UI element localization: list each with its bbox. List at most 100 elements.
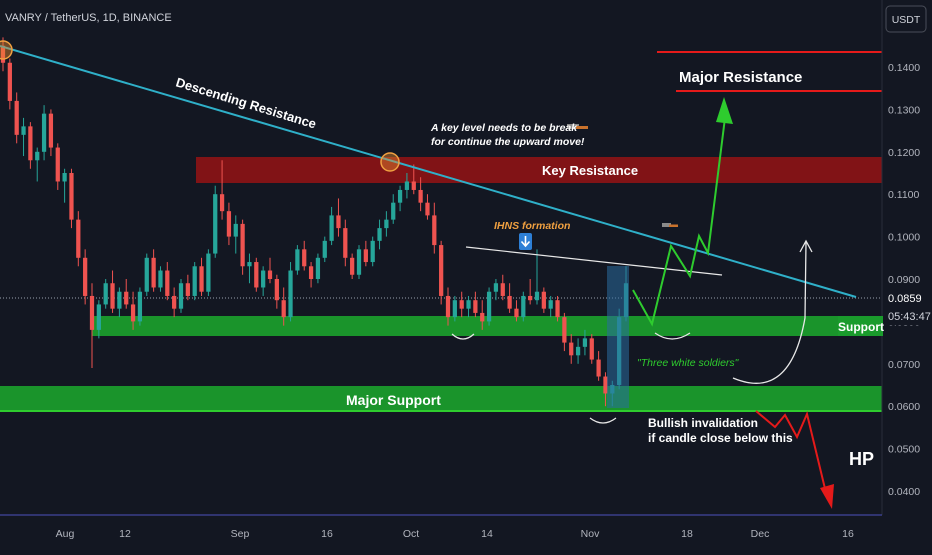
- bearish-projection-path: [755, 410, 828, 498]
- x-tick-label: Dec: [751, 528, 770, 540]
- major-resistance-label: Major Resistance: [679, 69, 802, 86]
- current-price-value: 0.0859: [888, 293, 922, 305]
- candle-down: [528, 295, 533, 301]
- candle-down: [199, 266, 204, 292]
- bullish-invalidation-line2: if candle close below this: [648, 431, 793, 445]
- candle-up: [486, 291, 492, 322]
- candle-down: [473, 300, 478, 313]
- candle-down: [185, 283, 190, 296]
- candle-up: [103, 283, 108, 305]
- symbol-title: VANRY / TetherUS, 1D, BINANCE: [5, 12, 172, 24]
- candle-down: [445, 295, 451, 318]
- candle-up: [397, 189, 403, 203]
- candle-up: [144, 257, 149, 292]
- countdown-value: 05:43:47: [888, 311, 931, 323]
- price-axis[interactable]: [882, 0, 932, 550]
- candle-up: [21, 126, 26, 135]
- candle-down: [459, 300, 464, 309]
- candles-group: [0, 37, 629, 407]
- candle-up: [377, 228, 382, 241]
- candle-down: [302, 249, 307, 267]
- x-tick-label: Aug: [56, 528, 75, 540]
- candle-down: [124, 291, 129, 305]
- ihns-label: IHNS formation: [494, 220, 570, 232]
- bullish-invalidation-line1: Bullish invalidation: [648, 416, 758, 430]
- descending-resistance-line: [0, 45, 857, 298]
- candle-down: [363, 249, 368, 263]
- support-tag-label: Support: [838, 320, 884, 334]
- current-price-tag: [883, 289, 932, 325]
- candle-up: [356, 249, 362, 275]
- candle-down: [254, 262, 259, 288]
- candle-down: [110, 283, 115, 309]
- candle-down: [69, 173, 74, 220]
- candle-down: [7, 62, 12, 101]
- key-level-note-line2: for continue the upward move!: [431, 136, 585, 148]
- currency-label: USDT: [892, 14, 921, 26]
- candle-up: [178, 283, 184, 309]
- candle-up: [329, 215, 334, 241]
- ihns-right-shoulder-arc: [654, 332, 691, 340]
- candle-up: [466, 300, 471, 309]
- candle-down: [480, 312, 485, 322]
- candle-down: [219, 194, 225, 212]
- candle-down: [48, 113, 54, 148]
- x-tick-label: Oct: [403, 528, 419, 540]
- candle-up: [213, 194, 218, 254]
- candle-down: [165, 270, 170, 296]
- three-white-soldiers-label: "Three white soldiers": [637, 357, 740, 369]
- x-tick-label: 12: [119, 528, 131, 540]
- candle-down: [14, 100, 19, 135]
- candle-up: [35, 151, 40, 161]
- major-support-zone: [0, 386, 882, 410]
- candle-down: [425, 202, 430, 216]
- support-tag: [838, 316, 883, 336]
- candle-down: [151, 257, 156, 288]
- candle-down: [343, 228, 348, 258]
- candle-down: [0, 45, 6, 63]
- candle-down: [172, 295, 177, 309]
- candle-up: [493, 283, 499, 292]
- y-tick-label: 0.1100: [888, 189, 919, 201]
- candle-down: [267, 270, 273, 279]
- candle-up: [521, 295, 526, 318]
- y-tick-label: 0.1000: [888, 232, 920, 244]
- candle-down: [308, 266, 314, 279]
- candle-up: [452, 300, 457, 318]
- time-axis[interactable]: [0, 515, 882, 550]
- candle-down: [596, 359, 601, 377]
- candle-down: [28, 126, 33, 161]
- key-resistance-label: Key Resistance: [542, 163, 638, 178]
- candle-up: [96, 304, 101, 330]
- candle-up: [288, 270, 293, 318]
- y-tick-label: 0.0400: [888, 486, 920, 498]
- candle-down: [336, 215, 341, 229]
- y-tick-label: 0.0600: [888, 401, 920, 413]
- candle-up: [384, 219, 389, 229]
- candle-down: [130, 304, 136, 322]
- candle-up: [62, 173, 67, 182]
- bounce-curve-arrowhead: [799, 239, 813, 253]
- y-tick-label: 0.0900: [888, 274, 920, 286]
- candle-up: [295, 249, 300, 271]
- candle-up: [404, 181, 410, 190]
- x-tick-label: Sep: [231, 528, 250, 540]
- down-arrow-icon: [520, 236, 531, 248]
- candle-up: [548, 300, 553, 309]
- candle-up: [192, 266, 197, 296]
- candle-down: [281, 300, 286, 318]
- x-tick-label: Nov: [581, 528, 600, 540]
- support-zone: [92, 316, 882, 336]
- x-axis-ticks: Aug 12 Sep 16 Oct 14 Nov 18 Dec 16: [56, 528, 854, 540]
- candle-down: [514, 308, 519, 318]
- y-tick-label: 0.1200: [888, 147, 920, 159]
- currency-button[interactable]: [885, 5, 927, 33]
- touch-circle-left: [0, 40, 13, 60]
- key-level-note-line1: A key level needs to be break: [430, 122, 578, 134]
- candle-down: [541, 291, 546, 309]
- candle-down: [432, 215, 437, 246]
- x-tick-label: 18: [681, 528, 693, 540]
- y-tick-label: 0.0500: [888, 444, 920, 456]
- bullish-projection-path: [632, 109, 727, 327]
